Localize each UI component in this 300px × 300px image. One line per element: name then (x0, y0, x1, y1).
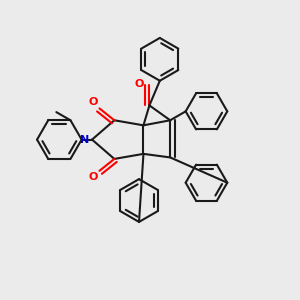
Text: N: N (80, 135, 90, 145)
Text: O: O (88, 97, 98, 107)
Text: O: O (88, 172, 98, 182)
Text: O: O (134, 79, 143, 89)
